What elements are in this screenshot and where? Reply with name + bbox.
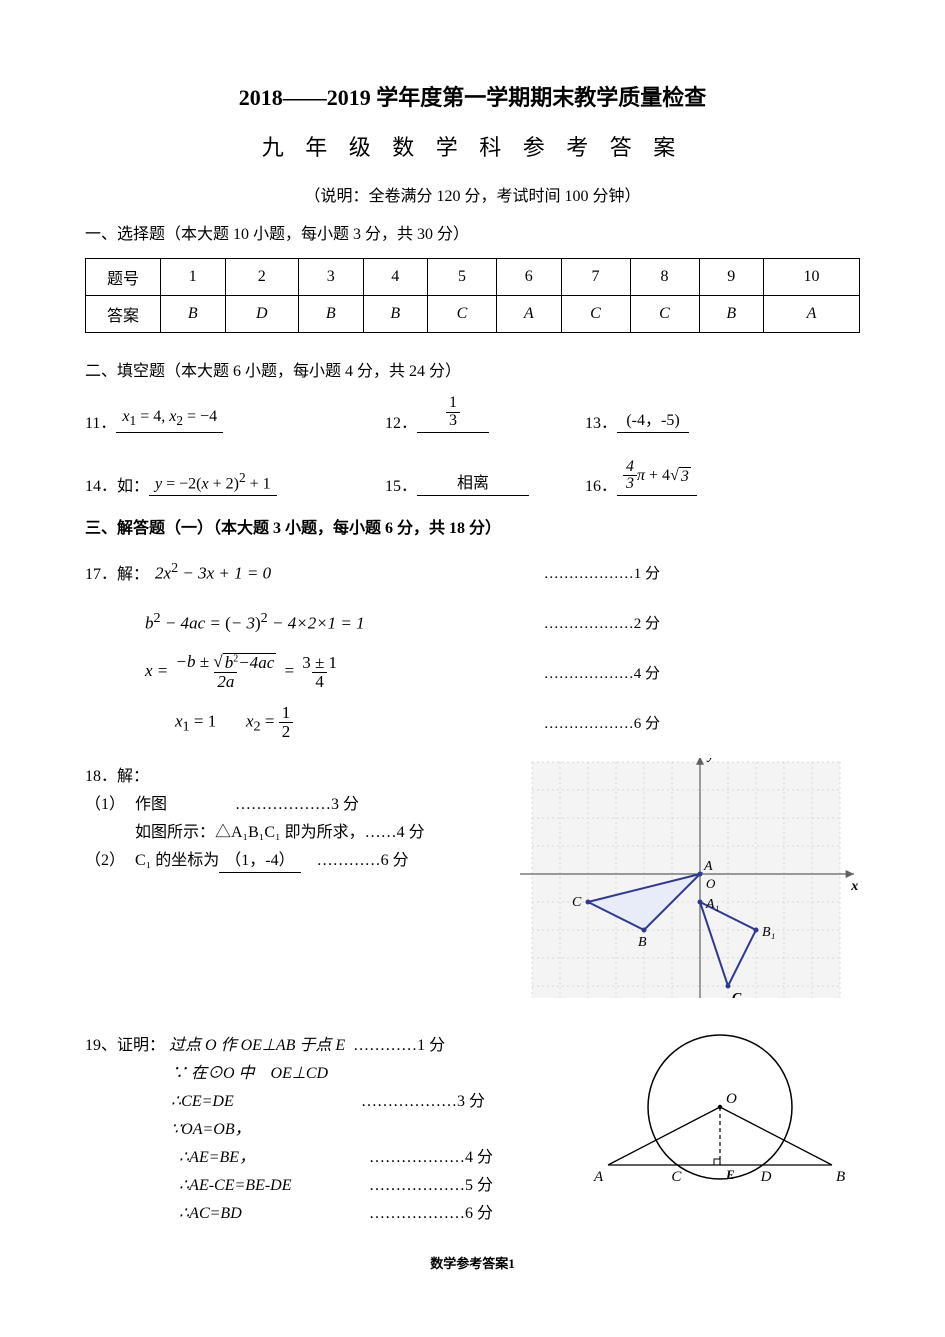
q18-p1-pts: ………………3 分 [235, 790, 359, 814]
svg-text:O: O [706, 876, 716, 891]
page-title: 2018——2019 学年度第一学期期末教学质量检查 [85, 80, 860, 112]
q18: 18．解： （1） 作图 ………………3 分 如图所示：△A₁B₁C₁ 即为所求… [85, 758, 860, 1003]
q11-ans: x1 = 4, x2 = −4 [116, 408, 223, 432]
q12-ans: 1 3 [417, 395, 489, 433]
svg-text:B: B [836, 1169, 845, 1185]
ans: A [764, 296, 860, 333]
svg-text:A: A [593, 1169, 604, 1185]
q19-l1: 过点 O 作 OE⊥AB 于点 E [169, 1031, 345, 1055]
q19-label: 19、证明： [85, 1031, 165, 1055]
qnum: 7 [561, 259, 630, 296]
q17-pts4: 6 分 [544, 712, 660, 733]
q18-p2-num: （2） [85, 846, 135, 870]
q14-num: 14．如： [85, 472, 149, 496]
q18-grid-figure: A B C A₁ B₁ C₁ Ox y [520, 758, 860, 998]
q19-l2: ∵ 在⊙O 中 OE⊥CD [171, 1059, 328, 1083]
answer-table: 题号 1 2 3 4 5 6 7 8 9 10 答案 B D B B C A C… [85, 258, 860, 333]
q15-num: 15． [385, 472, 417, 496]
q19-l7: ∴AC=BD [179, 1203, 369, 1223]
section2-head: 二、填空题（本大题 6 小题，每小题 4 分，共 24 分） [85, 357, 860, 381]
q17-label: 17．解： [85, 560, 149, 584]
qnum: 9 [699, 259, 764, 296]
q11-num: 11． [85, 409, 116, 433]
svg-text:x: x [850, 879, 858, 894]
q16-ans: 43π + 4√3 [617, 459, 697, 497]
q19-l1p: …………1 分 [353, 1031, 445, 1055]
q17-eq3: x = −b ± √b2−4ac 2a = 3 ± 14 [145, 653, 340, 691]
q18-p1a: 作图 [135, 790, 235, 814]
qnum: 4 [363, 259, 428, 296]
ans: B [299, 296, 364, 333]
row-label: 题号 [86, 259, 161, 296]
qnum: 10 [764, 259, 860, 296]
q17-pts1: 1 分 [544, 562, 660, 583]
q18-p2a: C₁ 的坐标为 [135, 846, 219, 870]
ans: B [699, 296, 764, 333]
fill-row-1: 11． x1 = 4, x2 = −4 12． 1 3 13． (-4，-5) [85, 395, 860, 433]
q17-eq4: x1 = 1 x2 = 12 [175, 704, 293, 741]
qnum: 3 [299, 259, 364, 296]
q19-l3: ∴CE=DE [171, 1091, 361, 1111]
svg-text:y: y [706, 758, 715, 763]
page-footer: 数学参考答案1 [85, 1253, 860, 1272]
q17-pts3: 4 分 [544, 662, 660, 683]
qnum: 5 [428, 259, 497, 296]
q16-num: 16． [585, 472, 617, 496]
svg-text:C₁: C₁ [732, 991, 746, 998]
q13-num: 13． [585, 409, 617, 433]
ans-label: 答案 [86, 296, 161, 333]
qnum: 6 [497, 259, 562, 296]
ans: D [225, 296, 299, 333]
ans: C [428, 296, 497, 333]
svg-text:B: B [638, 935, 647, 950]
svg-text:E: E [725, 1167, 735, 1182]
qnum: 1 [161, 259, 226, 296]
ans: B [363, 296, 428, 333]
ans: B [161, 296, 226, 333]
section1-head: 一、选择题（本大题 10 小题，每小题 3 分，共 30 分） [85, 220, 860, 244]
q18-p1b: 如图所示：△A₁B₁C₁ 即为所求，……4 分 [135, 818, 425, 842]
ans: A [497, 296, 562, 333]
q18-label: 18．解： [85, 762, 500, 786]
q19-l5: ∴AE=BE， [179, 1143, 369, 1167]
q19-l6: ∴AE-CE=BE-DE [179, 1175, 369, 1195]
svg-text:B₁: B₁ [762, 925, 775, 940]
svg-text:A: A [703, 859, 713, 874]
q14-ans: y = −2(x + 2)2 + 1 [149, 470, 277, 496]
q12-num: 12． [385, 409, 417, 433]
q17-eq1: 2x2 − 3x + 1 = 0 [155, 560, 271, 584]
q18-p2-ans: （1，-4） [219, 846, 300, 873]
q17-eq2: b2 − 4ac = (− 3)2 − 4×2×1 = 1 [145, 610, 365, 634]
q13-ans: (-4，-5) [617, 406, 689, 433]
ans: C [561, 296, 630, 333]
q18-p1-num: （1） [85, 790, 135, 814]
svg-text:D: D [760, 1169, 772, 1185]
q19: 19、证明： 过点 O 作 OE⊥AB 于点 E …………1 分 ∵ 在⊙O 中… [85, 1027, 860, 1227]
q15-ans: 相离 [417, 469, 529, 496]
q19-l7p: ………………6 分 [369, 1199, 493, 1223]
q19-l4: ∵OA=OB， [171, 1115, 251, 1139]
q17-pts2: 2 分 [544, 612, 660, 633]
q19-l3p: ………………3 分 [361, 1087, 485, 1111]
q19-circle-figure: O A B C D E [580, 1027, 860, 1217]
fill-row-2: 14．如： y = −2(x + 2)2 + 1 15． 相离 16． 43π … [85, 459, 860, 497]
svg-text:A₁: A₁ [705, 897, 719, 912]
svg-text:C: C [671, 1169, 682, 1185]
page-subtitle: 九 年 级 数 学 科 参 考 答 案 [85, 130, 860, 162]
q18-p2-pts: …………6 分 [317, 846, 409, 870]
q17: 17．解： 2x2 − 3x + 1 = 0 1 分 b2 − 4ac = (−… [85, 552, 860, 742]
qnum: 8 [630, 259, 699, 296]
q19-l5p: ………………4 分 [369, 1143, 493, 1167]
svg-text:C: C [572, 895, 582, 910]
ans: C [630, 296, 699, 333]
qnum: 2 [225, 259, 299, 296]
exam-note: （说明：全卷满分 120 分，考试时间 100 分钟） [85, 182, 860, 206]
q19-l6p: ………………5 分 [369, 1171, 493, 1195]
svg-text:O: O [726, 1091, 737, 1107]
section3-head: 三、解答题（一）（本大题 3 小题，每小题 6 分，共 18 分） [85, 514, 860, 538]
